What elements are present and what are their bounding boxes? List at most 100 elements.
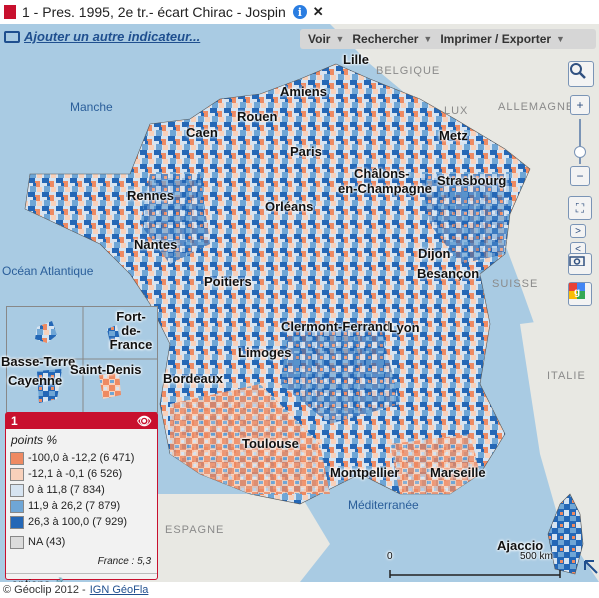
city-label-rennes: Rennes [127,188,174,203]
chevron-down-icon: ▼ [423,34,433,44]
legend-class-label: -100,0 à -12,2 (6 471) [28,452,135,464]
overseas-label-fort-de-france: Fort-de-France [109,309,153,352]
menu-imprimer-exporter[interactable]: Imprimer / Exporter ▼ [440,32,565,46]
overseas-label-cayenne: Cayenne [8,373,63,388]
legend-swatch [10,499,24,513]
city-label-dijon: Dijon [418,246,451,261]
legend-reference: France : 5,3 [97,556,151,567]
ign-geofla-link[interactable]: IGN GéoFla [89,584,149,596]
legend-swatch [10,483,24,497]
title-bar: 1 - Pres. 1995, 2e tr.- écart Chirac - J… [0,0,599,24]
google-icon: g [569,283,585,299]
scale-start-label: 0 [387,551,393,562]
city-label-montpellier: Montpellier [330,465,400,480]
legend-class-label: 26,3 à 100,0 (7 929) [28,516,128,528]
country-label-lux: LUX [444,105,469,117]
city-label-toulouse: Toulouse [242,436,299,451]
country-label-italie: ITALIE [547,370,586,382]
indicator-title: 1 - Pres. 1995, 2e tr.- écart Chirac - J… [22,4,286,20]
city-label-lyon: Lyon [389,320,420,335]
country-label-suisse: SUISSE [492,278,539,290]
scale-end-label: 500 km [520,551,553,562]
sea-label-atlantique: Océan Atlantique [2,264,94,278]
google-earth-button[interactable]: g [568,282,592,306]
zoom-out-button[interactable]: − [570,166,590,186]
legend-class-label: -12,1 à -0,1 (6 526) [28,468,123,480]
legend-number: 1 [11,414,18,428]
city-label-besancon: Besançon [417,266,480,281]
footer: © Géoclip 2012 - IGN GéoFla [0,582,599,598]
overseas-label-saint-denis: Saint-Denis [70,362,142,377]
city-label-lille: Lille [343,52,370,67]
legend-unit: points % [11,433,58,447]
sea-label-manche: Manche [70,100,113,114]
chevron-down-icon: ▼ [335,34,345,44]
city-label-ajaccio: Ajaccio [497,538,544,553]
copyright-text: © Géoclip 2012 - [3,584,86,596]
legend-class-label: NA (43) [28,536,66,548]
legend-panel: 1 👁 points % -100,0 à -12,2 (6 471) -12,… [5,412,158,591]
menu-rechercher[interactable]: Rechercher ▼ [352,32,432,46]
eye-icon[interactable]: 👁 [136,414,152,428]
country-label-allemagne: ALLEMAGNE [498,101,575,113]
legend-class: NA (43) [10,534,157,550]
legend-header: 1 👁 [6,413,157,429]
camera-icon [569,256,585,266]
city-label-marseille: Marseille [430,465,486,480]
indicator-color-swatch [4,5,16,19]
fit-extent-button[interactable]: ⛶ [568,196,592,220]
legend-class: 11,9 à 26,2 (7 879) [10,498,157,514]
map-canvas[interactable] [0,24,599,582]
city-label-orleans: Orléans [265,199,314,214]
city-label-paris: Paris [290,144,322,159]
menu-voir-label: Voir [308,32,331,46]
menu-rechercher-label: Rechercher [352,32,419,46]
country-label-espagne: ESPAGNE [165,524,225,536]
map-menubar: Voir ▼ Rechercher ▼ Imprimer / Exporter ▼ [300,29,596,49]
overseas-inset-panel [6,306,158,413]
city-label-nantes: Nantes [134,237,178,252]
city-label-metz: Metz [439,128,468,143]
add-indicator-label: Ajouter un autre indicateur... [24,29,201,44]
menu-imprimer-label: Imprimer / Exporter [440,32,552,46]
zoom-in-button[interactable]: + [570,95,590,115]
city-label-poitiers: Poitiers [204,274,252,289]
zoom-slider[interactable] [579,119,581,164]
legend-class: 0 à 11,8 (7 834) [10,482,157,498]
choropleth-map[interactable]: Manche Océan Atlantique Méditerranée BEL… [0,24,599,582]
chevron-down-icon: ▼ [556,34,565,44]
city-label-strasbourg: Strasbourg [437,173,507,188]
legend-swatch [10,451,24,465]
city-label-en-champagne: en-Champagne [338,181,432,196]
city-label-amiens: Amiens [280,84,327,99]
add-indicator-link[interactable]: Ajouter un autre indicateur... [4,29,200,44]
legend-swatch [10,535,24,549]
folder-open-icon [4,30,20,43]
sea-label-mediterranee: Méditerranée [348,498,419,512]
close-icon[interactable]: ✕ [312,4,324,19]
city-label-bordeaux: Bordeaux [163,371,223,386]
legend-class-label: 11,9 à 26,2 (7 879) [28,500,121,512]
legend-class: 26,3 à 100,0 (7 929) [10,514,157,530]
overseas-label-basse-terre: Basse-Terre [1,354,76,369]
city-label-rouen: Rouen [237,109,278,124]
menu-voir[interactable]: Voir ▼ [308,32,344,46]
magnifier-icon [570,63,586,79]
city-label-limoges: Limoges [238,345,292,360]
zoom-slider-handle[interactable] [574,146,586,158]
legend-swatch [10,515,24,529]
legend-class: -100,0 à -12,2 (6 471) [10,450,157,466]
svg-text:g: g [574,287,580,298]
city-label-clermont: Clermont-Ferrand [281,319,391,334]
legend-class: -12,1 à -0,1 (6 526) [10,466,157,482]
country-label-belgique: BELGIQUE [376,65,441,77]
zoom-area-button[interactable] [568,61,594,87]
pan-right-button[interactable]: > [570,224,586,238]
info-icon[interactable]: i [292,5,307,19]
legend-swatch [10,467,24,481]
city-label-chalons: Châlons- [354,166,410,181]
camera-button[interactable] [568,253,592,275]
city-label-caen: Caen [186,125,218,140]
corsica [547,493,584,575]
legend-class-label: 0 à 11,8 (7 834) [28,484,105,496]
